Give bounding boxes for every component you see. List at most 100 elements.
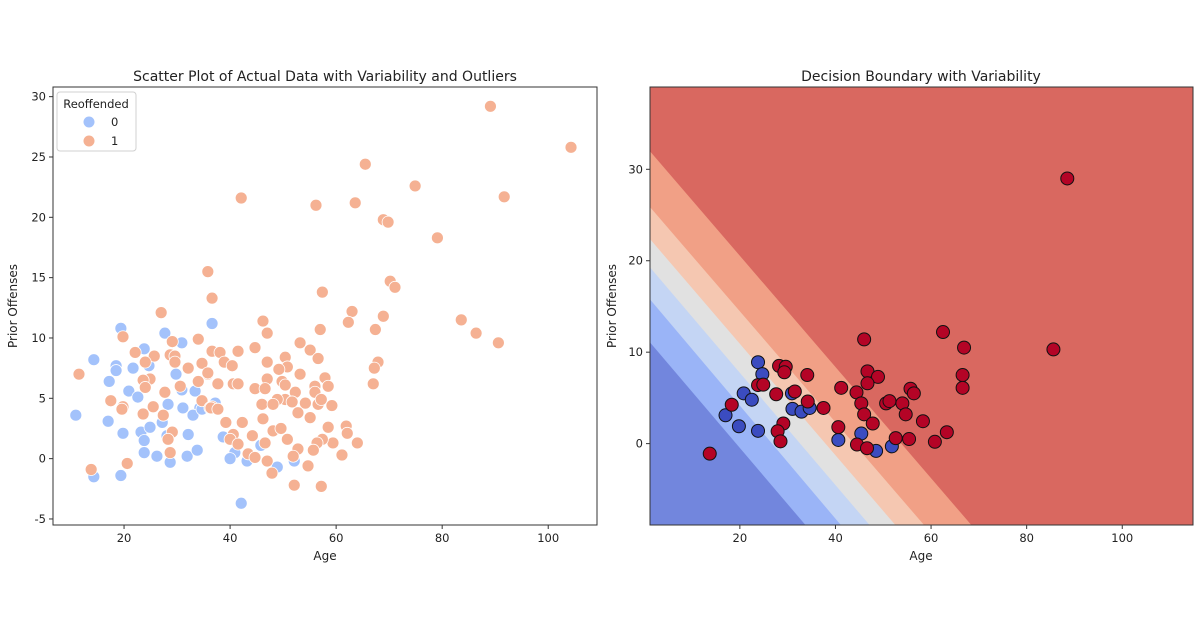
data-point	[313, 323, 327, 336]
data-point	[311, 352, 325, 365]
data-point	[280, 432, 294, 446]
data-point	[564, 140, 578, 154]
decision-contour	[649, 87, 1193, 526]
data-point	[248, 451, 262, 464]
data-point	[156, 408, 170, 422]
data-point	[915, 414, 930, 429]
data-point	[150, 449, 164, 463]
data-point	[834, 380, 849, 395]
y-tick-label: 25	[31, 150, 46, 164]
data-point	[258, 436, 272, 450]
data-point	[287, 478, 301, 492]
data-point	[298, 396, 312, 410]
data-point	[146, 400, 160, 414]
data-point	[497, 190, 511, 204]
data-point	[376, 309, 390, 323]
data-point	[137, 434, 151, 447]
data-point	[955, 380, 970, 395]
data-point	[751, 423, 766, 438]
data-point	[231, 377, 245, 391]
data-point	[927, 434, 942, 449]
data-point	[278, 378, 292, 392]
data-point	[211, 402, 225, 416]
data-point	[800, 394, 815, 409]
data-point	[350, 436, 364, 450]
data-point	[272, 362, 286, 376]
data-point	[291, 406, 305, 420]
data-point	[169, 367, 183, 381]
data-point	[309, 198, 323, 212]
data-point	[381, 215, 395, 229]
right-x-axis-label: Age	[909, 549, 932, 563]
y-tick-label: 10	[31, 331, 46, 345]
data-point	[137, 446, 151, 460]
data-point	[186, 408, 200, 422]
data-point	[408, 179, 422, 193]
data-point	[248, 341, 262, 355]
data-point	[205, 291, 219, 305]
data-point	[191, 375, 205, 388]
x-tick-label: 40	[828, 531, 843, 545]
data-point	[201, 265, 215, 279]
x-tick-label: 20	[733, 531, 748, 545]
y-tick-label: -5	[35, 512, 46, 526]
data-point	[702, 446, 717, 461]
data-point	[939, 425, 954, 440]
data-point	[258, 382, 272, 396]
data-point	[158, 326, 172, 340]
data-point	[161, 432, 175, 446]
data-point	[800, 368, 815, 383]
data-point	[225, 359, 239, 373]
y-tick-label: 20	[31, 210, 46, 224]
data-point	[293, 336, 307, 350]
data-point	[744, 392, 759, 407]
data-point	[138, 381, 152, 394]
data-point	[131, 390, 145, 404]
data-point	[321, 379, 335, 393]
data-point	[115, 402, 129, 416]
data-point	[286, 449, 300, 463]
data-point	[147, 349, 161, 363]
data-point	[787, 384, 802, 399]
data-point	[114, 469, 128, 482]
data-point	[116, 330, 130, 344]
data-point	[724, 397, 739, 412]
data-point	[205, 317, 219, 330]
y-tick-label: 0	[39, 452, 46, 466]
data-point	[368, 323, 382, 336]
left-x-axis-label: Age	[313, 549, 336, 563]
data-point	[154, 306, 168, 320]
y-tick-label: 30	[628, 162, 643, 176]
data-point	[116, 426, 130, 440]
data-point	[367, 361, 381, 375]
data-point	[163, 446, 177, 460]
data-point	[865, 416, 880, 431]
x-tick-label: 100	[1111, 531, 1133, 545]
data-point	[303, 343, 317, 357]
right-chart-title: Decision Boundary with Variability	[801, 69, 1041, 85]
data-point	[165, 335, 179, 348]
data-point	[191, 332, 205, 346]
data-point	[341, 315, 355, 329]
data-point	[211, 377, 225, 391]
data-point	[181, 361, 195, 375]
data-point	[388, 280, 402, 294]
data-point	[303, 411, 317, 425]
data-point	[860, 376, 875, 391]
data-point	[315, 285, 329, 299]
data-point	[235, 416, 249, 429]
data-point	[260, 355, 274, 369]
data-point	[231, 437, 245, 451]
data-point	[143, 420, 157, 434]
axes-frame	[52, 86, 598, 526]
axes-frame	[649, 86, 1194, 526]
data-point	[176, 401, 190, 415]
right-y-axis-label: Prior Offenses	[605, 264, 619, 348]
data-point	[285, 395, 299, 409]
data-point	[831, 420, 846, 435]
left-y-axis-label: Prior Offenses	[6, 264, 20, 348]
x-tick-label: 40	[223, 531, 238, 545]
left-chart-title: Scatter Plot of Actual Data with Variabi…	[133, 69, 517, 85]
data-point	[136, 407, 150, 421]
